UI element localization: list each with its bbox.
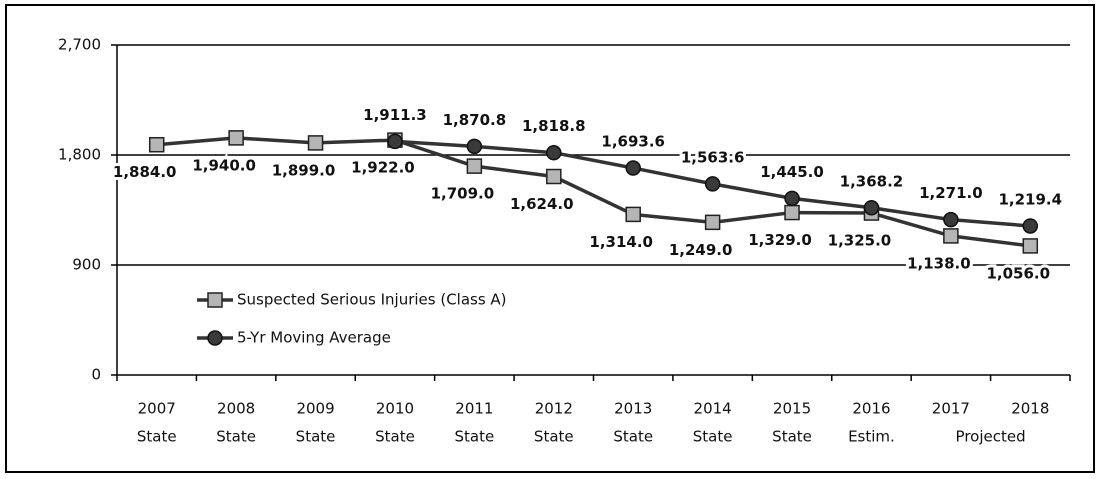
data-point (704, 176, 721, 192)
x-tick-sublabel: State (772, 428, 812, 446)
data-point (148, 136, 165, 153)
x-tick-sublabel: State (296, 428, 336, 446)
data-point (943, 211, 959, 228)
legend-marker (207, 292, 223, 308)
data-point (1022, 238, 1039, 254)
data-point (625, 206, 641, 223)
x-tick-sublabel: State (455, 428, 495, 446)
data-point (387, 133, 403, 150)
data-label: 1,219.4 (998, 190, 1062, 208)
data-label: 1,818.8 (522, 117, 586, 135)
x-tick-label: 2013 (614, 400, 652, 418)
data-point (863, 200, 880, 216)
data-label: 1,624.0 (510, 195, 574, 213)
data-point (307, 135, 324, 151)
x-tick-sublabel: Estim. (848, 428, 895, 446)
y-tick-label: 1,800 (58, 146, 101, 164)
data-point (546, 168, 562, 185)
x-tick-label: 2014 (694, 400, 732, 418)
x-tick-label: 2012 (535, 400, 573, 418)
x-tick-label: 2009 (296, 400, 334, 418)
legend-label: Suspected Serious Injuries (Class A) (237, 291, 507, 309)
data-label: 1,884.0 (113, 163, 177, 181)
data-label: 1,368.2 (840, 172, 904, 190)
grid (117, 44, 1070, 266)
data-point (784, 204, 800, 221)
series-line (156, 136, 1031, 248)
chart-frame (5, 4, 1095, 473)
x-tick-sublabel: State (693, 428, 733, 446)
data-label: 1,870.8 (443, 111, 507, 129)
data-label: 1,911.3 (363, 106, 427, 124)
data-point (704, 214, 721, 231)
x-tick-label: 2008 (217, 400, 255, 418)
x-tick-label: 2016 (852, 400, 890, 418)
y-tick-label: 2,700 (58, 36, 101, 54)
data-point (228, 130, 244, 146)
x-tick-sublabel: State (375, 428, 415, 446)
data-label: 1,693.6 (601, 133, 665, 151)
x-tick-sublabel: State (613, 428, 653, 446)
data-point (546, 144, 562, 161)
data-label: 1,249.0 (669, 241, 733, 259)
legend-label: 5-Yr Moving Average (237, 329, 391, 347)
data-label: 1,056.0 (986, 264, 1050, 282)
x-tick-sublabel: State (137, 428, 177, 446)
data-label: 1,445.0 (760, 163, 824, 181)
data-label: 1,325.0 (828, 232, 892, 250)
data-label: 1,563.6 (681, 148, 745, 166)
data-point (625, 160, 641, 176)
x-tick-sublabel: State (534, 428, 574, 446)
data-label: 1,899.0 (272, 161, 336, 179)
x-tick-sublabel: State (216, 428, 256, 446)
data-point (784, 190, 800, 207)
x-tick-label: 2015 (773, 400, 811, 418)
data-point (1022, 218, 1039, 234)
data-point (943, 228, 959, 244)
x-tick-label: 2010 (376, 400, 414, 418)
x-tick-label: 2017 (932, 400, 970, 418)
x-tick-label: 2011 (455, 400, 493, 418)
data-label: 1,314.0 (589, 233, 653, 251)
x-tick-sublabel: Projected (956, 428, 1026, 446)
x-tick-label: 2007 (138, 400, 176, 418)
y-tick-label: 900 (72, 256, 101, 274)
data-label: 1,329.0 (748, 231, 812, 249)
data-label: 1,271.0 (919, 184, 983, 202)
y-tick-label: 0 (91, 366, 101, 384)
data-point (466, 138, 483, 155)
data-label: 1,940.0 (192, 156, 256, 174)
data-label: 1,709.0 (431, 185, 495, 203)
data-label: 1,922.0 (351, 159, 415, 177)
x-tick-label: 2018 (1011, 400, 1049, 418)
data-point (466, 158, 483, 174)
legend-marker (207, 330, 223, 346)
data-label: 1,138.0 (907, 254, 971, 272)
